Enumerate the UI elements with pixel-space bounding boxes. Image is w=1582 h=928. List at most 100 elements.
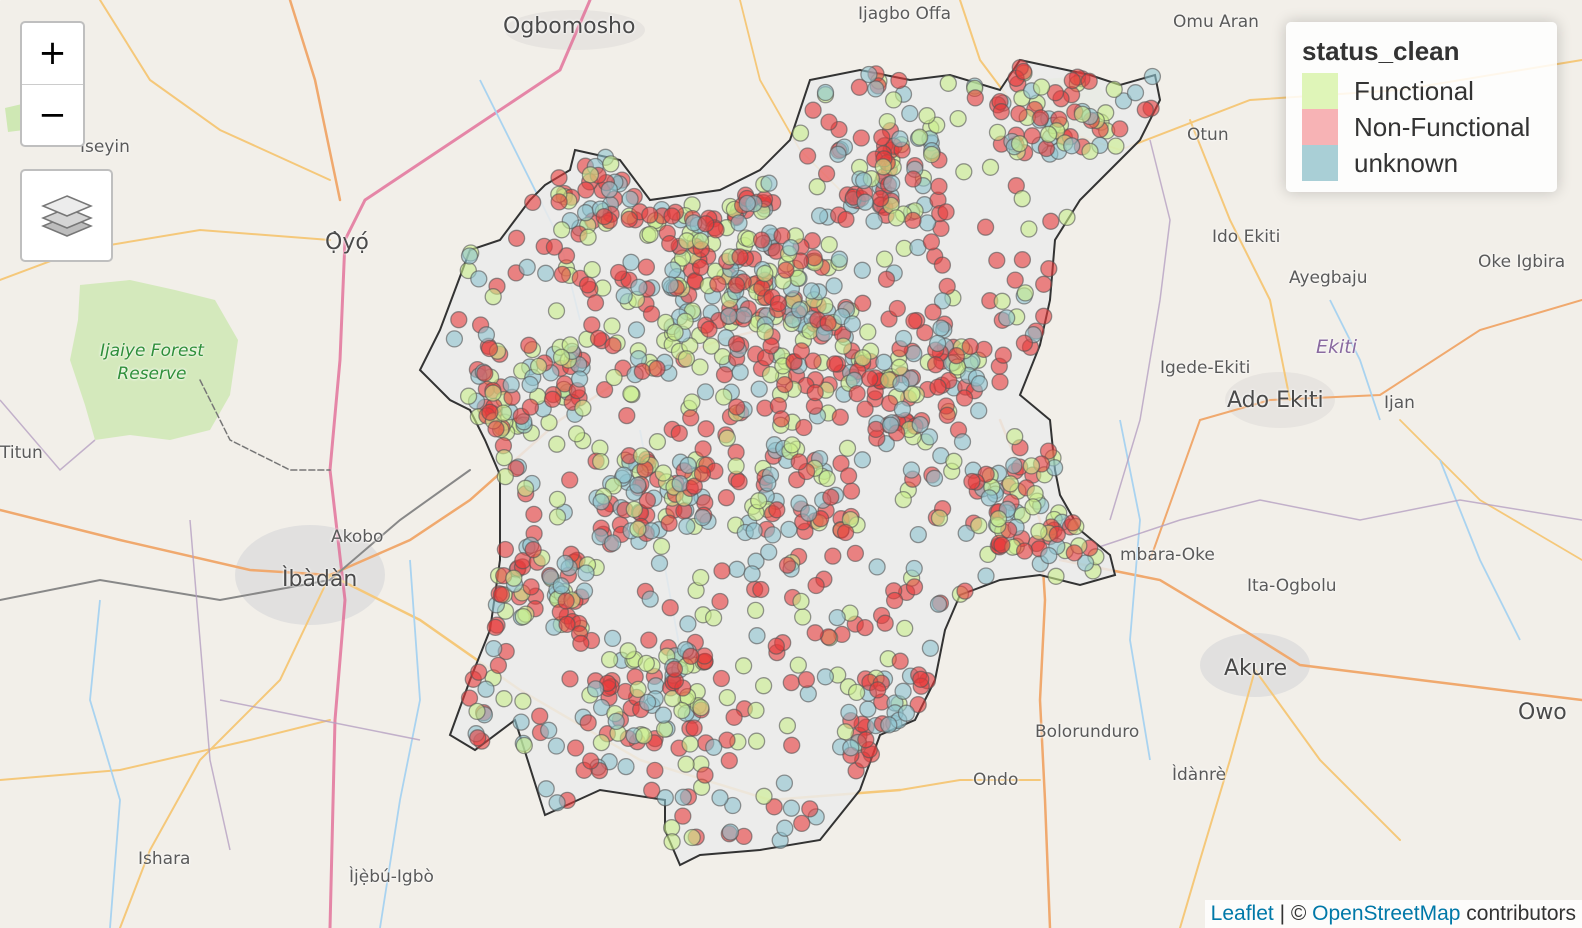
waterpoint-marker[interactable] (896, 619, 914, 638)
waterpoint-marker[interactable] (484, 384, 502, 402)
waterpoint-marker[interactable] (939, 74, 957, 92)
waterpoint-marker[interactable] (477, 680, 495, 698)
waterpoint-marker[interactable] (641, 590, 659, 608)
waterpoint-marker[interactable] (709, 275, 727, 293)
waterpoint-marker[interactable] (586, 680, 605, 698)
waterpoint-marker[interactable] (829, 145, 847, 163)
waterpoint-marker[interactable] (885, 591, 904, 610)
waterpoint-marker[interactable] (633, 362, 651, 381)
waterpoint-marker[interactable] (816, 83, 835, 102)
waterpoint-marker[interactable] (531, 707, 549, 725)
waterpoint-marker[interactable] (548, 508, 567, 526)
waterpoint-marker[interactable] (468, 702, 486, 721)
waterpoint-marker[interactable] (881, 416, 900, 434)
waterpoint-marker[interactable] (512, 713, 530, 731)
waterpoint-marker[interactable] (956, 582, 974, 600)
waterpoint-marker[interactable] (677, 350, 696, 368)
waterpoint-marker[interactable] (782, 239, 800, 257)
waterpoint-marker[interactable] (529, 357, 548, 376)
waterpoint-marker[interactable] (887, 209, 906, 227)
waterpoint-marker[interactable] (730, 214, 748, 232)
waterpoint-marker[interactable] (873, 128, 891, 147)
waterpoint-marker[interactable] (1111, 120, 1129, 138)
waterpoint-marker[interactable] (836, 523, 855, 542)
waterpoint-marker[interactable] (614, 466, 633, 484)
waterpoint-marker[interactable] (769, 294, 788, 313)
zoom-out-button[interactable]: − (38, 95, 67, 135)
waterpoint-marker[interactable] (861, 370, 879, 388)
waterpoint-marker[interactable] (1015, 334, 1034, 352)
waterpoint-marker[interactable] (800, 504, 818, 522)
waterpoint-marker[interactable] (638, 491, 657, 510)
waterpoint-marker[interactable] (901, 104, 919, 123)
waterpoint-marker[interactable] (607, 712, 625, 731)
waterpoint-marker[interactable] (949, 109, 967, 128)
waterpoint-marker[interactable] (496, 467, 514, 486)
waterpoint-marker[interactable] (629, 680, 647, 699)
waterpoint-marker[interactable] (1047, 567, 1065, 585)
waterpoint-marker[interactable] (685, 477, 703, 495)
waterpoint-marker[interactable] (884, 91, 903, 109)
waterpoint-marker[interactable] (1136, 101, 1154, 119)
waterpoint-marker[interactable] (840, 703, 858, 722)
waterpoint-marker[interactable] (507, 229, 526, 247)
waterpoint-marker[interactable] (514, 607, 532, 626)
waterpoint-marker[interactable] (768, 501, 786, 519)
waterpoint-marker[interactable] (621, 190, 639, 208)
waterpoint-marker[interactable] (831, 408, 849, 426)
waterpoint-marker[interactable] (583, 316, 601, 334)
waterpoint-marker[interactable] (550, 169, 568, 187)
waterpoint-marker[interactable] (1039, 125, 1058, 143)
waterpoint-marker[interactable] (792, 342, 811, 360)
waterpoint-marker[interactable] (828, 608, 846, 627)
waterpoint-marker[interactable] (856, 618, 874, 637)
waterpoint-marker[interactable] (697, 420, 715, 438)
waterpoint-marker[interactable] (1048, 525, 1066, 544)
waterpoint-marker[interactable] (924, 303, 942, 321)
waterpoint-marker[interactable] (1037, 139, 1056, 158)
waterpoint-marker[interactable] (1032, 78, 1051, 96)
waterpoint-marker[interactable] (691, 232, 710, 250)
waterpoint-marker[interactable] (747, 701, 765, 720)
waterpoint-marker[interactable] (556, 554, 574, 573)
waterpoint-marker[interactable] (629, 476, 647, 494)
waterpoint-marker[interactable] (825, 277, 843, 295)
waterpoint-marker[interactable] (558, 615, 576, 634)
waterpoint-marker[interactable] (641, 206, 659, 224)
waterpoint-marker[interactable] (540, 721, 558, 739)
waterpoint-marker[interactable] (868, 558, 886, 576)
waterpoint-marker[interactable] (1042, 212, 1060, 230)
waterpoint-marker[interactable] (816, 668, 835, 686)
waterpoint-marker[interactable] (955, 163, 973, 181)
waterpoint-marker[interactable] (928, 334, 947, 353)
waterpoint-marker[interactable] (930, 509, 949, 527)
waterpoint-marker[interactable] (627, 321, 646, 339)
waterpoint-marker[interactable] (679, 615, 697, 633)
waterpoint-marker[interactable] (767, 637, 785, 655)
waterpoint-marker[interactable] (1010, 105, 1028, 123)
waterpoint-marker[interactable] (637, 654, 655, 673)
waterpoint-marker[interactable] (734, 657, 753, 675)
waterpoint-marker[interactable] (761, 366, 780, 384)
waterpoint-marker[interactable] (953, 433, 972, 451)
waterpoint-marker[interactable] (878, 112, 896, 131)
waterpoint-marker[interactable] (553, 221, 571, 239)
waterpoint-marker[interactable] (820, 113, 838, 131)
waterpoint-marker[interactable] (727, 335, 746, 353)
waterpoint-marker[interactable] (947, 347, 966, 365)
waterpoint-marker[interactable] (711, 592, 729, 611)
waterpoint-marker[interactable] (717, 489, 736, 507)
waterpoint-marker[interactable] (638, 693, 657, 712)
waterpoint-marker[interactable] (916, 323, 934, 342)
waterpoint-marker[interactable] (713, 562, 731, 580)
waterpoint-marker[interactable] (678, 517, 696, 535)
waterpoint-marker[interactable] (970, 516, 988, 535)
waterpoint-marker[interactable] (922, 233, 941, 251)
waterpoint-marker[interactable] (592, 733, 611, 752)
waterpoint-marker[interactable] (738, 194, 756, 213)
waterpoint-marker[interactable] (883, 174, 901, 193)
waterpoint-marker[interactable] (930, 177, 948, 196)
waterpoint-marker[interactable] (877, 270, 896, 288)
waterpoint-marker[interactable] (852, 129, 870, 147)
waterpoint-marker[interactable] (1073, 105, 1092, 123)
